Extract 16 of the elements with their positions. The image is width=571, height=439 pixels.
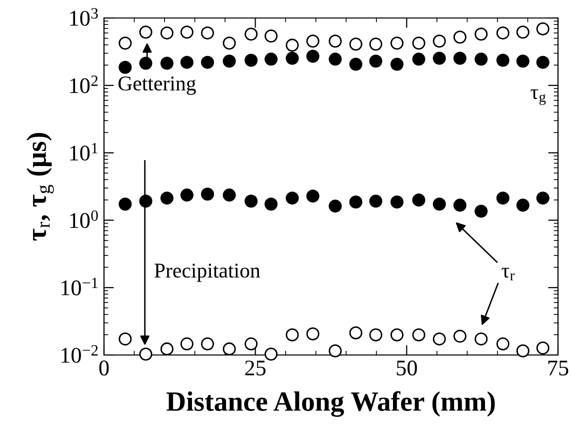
annotation: τ$_{g}$ [530,89,546,105]
x-tick-label: 25 [245,360,266,376]
y-tick-label: 10$^{0}$ [70,210,98,228]
x-axis-title: Distance Along Wafer (mm) [166,391,495,417]
y-tick-label: 10$^{2}$ [70,76,98,94]
y-axis-title: τ$_{r}$, τ$_{g}$ (μs) [26,133,54,241]
annotation: τ$_{r}$ [502,268,515,280]
annotation: Precipitation [154,264,260,282]
y-tick-label: 10$^{1}$ [70,142,98,161]
x-tick-label: 75 [548,360,568,376]
y-tick-label: 10$^{3}$ [70,8,98,26]
y-tick-label: 10$^{−1}$ [62,278,98,296]
y-tick-label: 10$^{−2}$ [62,345,98,363]
annotation: Gettering [118,76,196,95]
x-tick-label: 0 [99,360,109,376]
x-tick-label: 50 [396,360,417,376]
